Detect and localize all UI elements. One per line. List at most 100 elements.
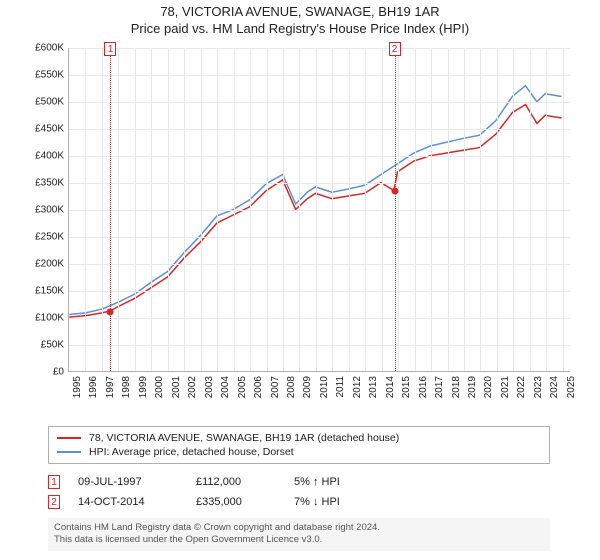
gridline-v [546, 48, 547, 371]
gridline-v [234, 48, 235, 371]
x-tick-label: 2001 [171, 376, 182, 398]
x-tick-label: 1995 [72, 376, 83, 398]
legend-label: HPI: Average price, detached house, Dors… [89, 446, 294, 458]
event-vertical-line [395, 48, 396, 371]
x-tick-label: 2004 [220, 376, 231, 398]
event-tag: 2 [389, 42, 401, 56]
x-tick-label: 2002 [187, 376, 198, 398]
gridline-h [69, 156, 570, 157]
event-row: 109-JUL-1997£112,0005% ↑ HPI [48, 472, 550, 492]
y-tick-label: £200K [20, 259, 64, 270]
legend-row: HPI: Average price, detached house, Dors… [57, 445, 541, 459]
x-tick-label: 2007 [270, 376, 281, 398]
x-tick-label: 2015 [401, 376, 412, 398]
x-tick-label: 2011 [335, 376, 346, 398]
x-tick-label: 2016 [418, 376, 429, 398]
x-tick-label: 2006 [253, 376, 264, 398]
gridline-v [250, 48, 251, 371]
event-date: 09-JUL-1997 [78, 476, 178, 488]
event-data-point [391, 188, 398, 195]
gridline-v [349, 48, 350, 371]
x-tick-label: 2009 [302, 376, 313, 398]
y-tick-label: £350K [20, 178, 64, 189]
legend-swatch [57, 437, 81, 439]
x-tick-label: 2012 [352, 376, 363, 398]
legend-label: 78, VICTORIA AVENUE, SWANAGE, BH19 1AR (… [89, 432, 399, 444]
legend-swatch [57, 451, 81, 453]
y-tick-label: £600K [20, 43, 64, 54]
gridline-v [135, 48, 136, 371]
gridline-v [151, 48, 152, 371]
x-tick-label: 2024 [549, 376, 560, 398]
gridline-h [69, 48, 570, 49]
gridline-v [530, 48, 531, 371]
gridline-h [69, 237, 570, 238]
x-tick-label: 2020 [483, 376, 494, 398]
footer-attribution: Contains HM Land Registry data © Crown c… [48, 518, 550, 551]
x-tick-label: 2023 [533, 376, 544, 398]
footer-line-1: Contains HM Land Registry data © Crown c… [54, 522, 544, 534]
gridline-v [513, 48, 514, 371]
y-tick-label: £400K [20, 151, 64, 162]
x-tick-label: 2018 [451, 376, 462, 398]
gridline-v [497, 48, 498, 371]
events-table: 109-JUL-1997£112,0005% ↑ HPI214-OCT-2014… [48, 472, 550, 512]
footer-line-2: This data is licensed under the Open Gov… [54, 534, 544, 546]
y-tick-label: £150K [20, 286, 64, 297]
gridline-h [69, 183, 570, 184]
gridline-h [69, 291, 570, 292]
event-delta: 7% ↓ HPI [294, 496, 384, 508]
gridline-h [69, 102, 570, 103]
gridline-v [267, 48, 268, 371]
legend-box: 78, VICTORIA AVENUE, SWANAGE, BH19 1AR (… [48, 426, 550, 464]
chart-area: 12 £0£50K£100K£150K£200K£250K£300K£350K£… [20, 42, 580, 422]
x-tick-label: 1998 [121, 376, 132, 398]
gridline-h [69, 264, 570, 265]
gridline-v [382, 48, 383, 371]
gridline-v [480, 48, 481, 371]
x-tick-label: 2022 [516, 376, 527, 398]
plot-area: 12 [68, 48, 570, 372]
event-data-point [107, 308, 114, 315]
gridline-h [69, 210, 570, 211]
gridline-v [365, 48, 366, 371]
chart-subtitle: Price paid vs. HM Land Registry's House … [0, 21, 600, 36]
gridline-v [332, 48, 333, 371]
gridline-v [464, 48, 465, 371]
x-tick-label: 1999 [138, 376, 149, 398]
x-tick-label: 2005 [237, 376, 248, 398]
gridline-v [283, 48, 284, 371]
gridline-v [431, 48, 432, 371]
y-tick-label: £550K [20, 70, 64, 81]
gridline-v [316, 48, 317, 371]
event-row: 214-OCT-2014£335,0007% ↓ HPI [48, 492, 550, 512]
event-vertical-line [110, 48, 111, 371]
event-tag: 1 [104, 42, 116, 56]
y-tick-label: £450K [20, 124, 64, 135]
x-tick-label: 2010 [319, 376, 330, 398]
gridline-v [217, 48, 218, 371]
event-delta: 5% ↑ HPI [294, 476, 384, 488]
gridline-v [85, 48, 86, 371]
x-tick-label: 2021 [500, 376, 511, 398]
event-price: £335,000 [196, 496, 276, 508]
gridline-v [563, 48, 564, 371]
title-block: 78, VICTORIA AVENUE, SWANAGE, BH19 1AR P… [0, 0, 600, 36]
legend: 78, VICTORIA AVENUE, SWANAGE, BH19 1AR (… [48, 426, 550, 464]
legend-row: 78, VICTORIA AVENUE, SWANAGE, BH19 1AR (… [57, 431, 541, 445]
x-tick-label: 2000 [154, 376, 165, 398]
gridline-v [415, 48, 416, 371]
gridline-v [448, 48, 449, 371]
gridline-v [118, 48, 119, 371]
x-tick-label: 2025 [566, 376, 577, 398]
gridline-v [184, 48, 185, 371]
event-price: £112,000 [196, 476, 276, 488]
y-tick-label: £0 [20, 367, 64, 378]
x-tick-label: 2017 [434, 376, 445, 398]
gridline-v [398, 48, 399, 371]
x-tick-label: 1996 [88, 376, 99, 398]
x-tick-label: 2019 [467, 376, 478, 398]
x-tick-label: 2008 [286, 376, 297, 398]
y-tick-label: £100K [20, 313, 64, 324]
x-tick-label: 1997 [105, 376, 116, 398]
